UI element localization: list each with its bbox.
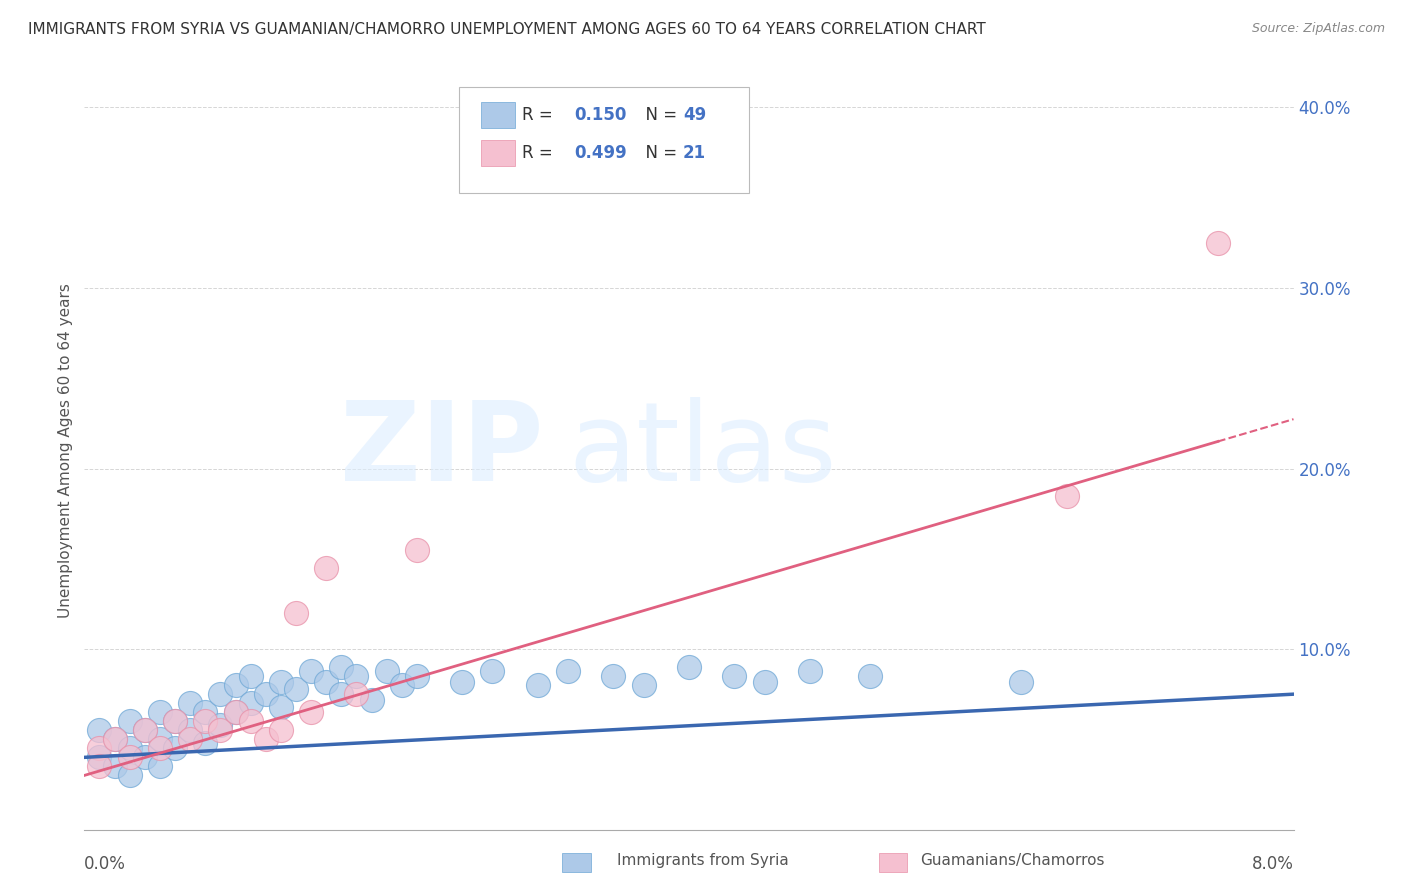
Point (179, 723, 201, 738)
FancyBboxPatch shape (460, 87, 749, 193)
Point (118, 750, 141, 764)
Text: R =: R = (522, 145, 558, 162)
Point (225, 705, 247, 719)
Point (209, 718, 232, 732)
Point (165, 714, 187, 729)
Point (149, 741, 172, 756)
Text: 0.0%: 0.0% (84, 855, 127, 872)
Point (557, 664, 579, 678)
Point (859, 669, 882, 683)
Point (134, 723, 156, 738)
Text: N =: N = (634, 106, 682, 124)
Point (118, 714, 141, 729)
Text: atlas: atlas (568, 397, 837, 504)
Text: Guamanians/Chamorros: Guamanians/Chamorros (920, 854, 1105, 868)
Point (104, 732, 127, 747)
Point (179, 696, 201, 710)
Point (134, 723, 156, 738)
Point (799, 664, 821, 678)
Point (149, 732, 172, 747)
Point (239, 669, 262, 683)
Y-axis label: Unemployment Among Ages 60 to 64 years: Unemployment Among Ages 60 to 64 years (58, 283, 73, 618)
Text: Immigrants from Syria: Immigrants from Syria (617, 854, 789, 868)
Point (239, 714, 262, 729)
Point (299, 664, 322, 678)
Point (89, 750, 111, 764)
Point (165, 741, 187, 756)
Point (346, 669, 368, 683)
Point (89, 741, 111, 756)
Point (330, 687, 353, 701)
Point (375, 664, 398, 678)
Point (118, 768, 141, 782)
Point (285, 606, 308, 620)
Point (451, 674, 474, 689)
Point (406, 542, 429, 557)
Point (406, 669, 429, 683)
Point (633, 678, 655, 692)
Point (179, 732, 201, 747)
Point (270, 674, 292, 689)
Point (678, 660, 700, 674)
Point (315, 561, 337, 575)
Point (225, 705, 247, 719)
Text: 21: 21 (683, 145, 706, 162)
Text: 0.499: 0.499 (574, 145, 627, 162)
Point (270, 699, 292, 714)
Point (225, 678, 247, 692)
Text: R =: R = (522, 106, 558, 124)
Text: IMMIGRANTS FROM SYRIA VS GUAMANIAN/CHAMORRO UNEMPLOYMENT AMONG AGES 60 TO 64 YEA: IMMIGRANTS FROM SYRIA VS GUAMANIAN/CHAMO… (28, 22, 986, 37)
Text: N =: N = (634, 145, 682, 162)
Point (481, 664, 503, 678)
Point (315, 674, 337, 689)
Point (134, 750, 156, 764)
Point (602, 669, 624, 683)
Point (270, 723, 292, 738)
Text: 0.150: 0.150 (574, 106, 627, 124)
Point (1056, 489, 1078, 503)
Point (723, 669, 745, 683)
Point (118, 741, 141, 756)
Point (254, 732, 277, 747)
Point (89, 723, 111, 738)
Point (527, 678, 550, 692)
Point (149, 759, 172, 773)
Point (104, 759, 127, 773)
Point (194, 714, 217, 729)
Point (1011, 674, 1033, 689)
Point (209, 723, 232, 738)
Point (149, 705, 172, 719)
FancyBboxPatch shape (481, 139, 515, 166)
Text: ZIP: ZIP (340, 397, 544, 504)
Point (285, 681, 308, 696)
Point (391, 678, 413, 692)
Point (194, 736, 217, 750)
Point (239, 696, 262, 710)
Text: 8.0%: 8.0% (1251, 855, 1294, 872)
Point (209, 687, 232, 701)
Point (299, 705, 322, 719)
FancyBboxPatch shape (481, 102, 515, 128)
Point (165, 714, 187, 729)
Point (360, 692, 382, 706)
Point (754, 674, 776, 689)
Text: 49: 49 (683, 106, 706, 124)
Point (104, 732, 127, 747)
Point (1206, 235, 1229, 250)
Point (89, 759, 111, 773)
Text: Source: ZipAtlas.com: Source: ZipAtlas.com (1251, 22, 1385, 36)
Point (330, 660, 353, 674)
Point (194, 705, 217, 719)
Point (254, 687, 277, 701)
Point (346, 687, 368, 701)
